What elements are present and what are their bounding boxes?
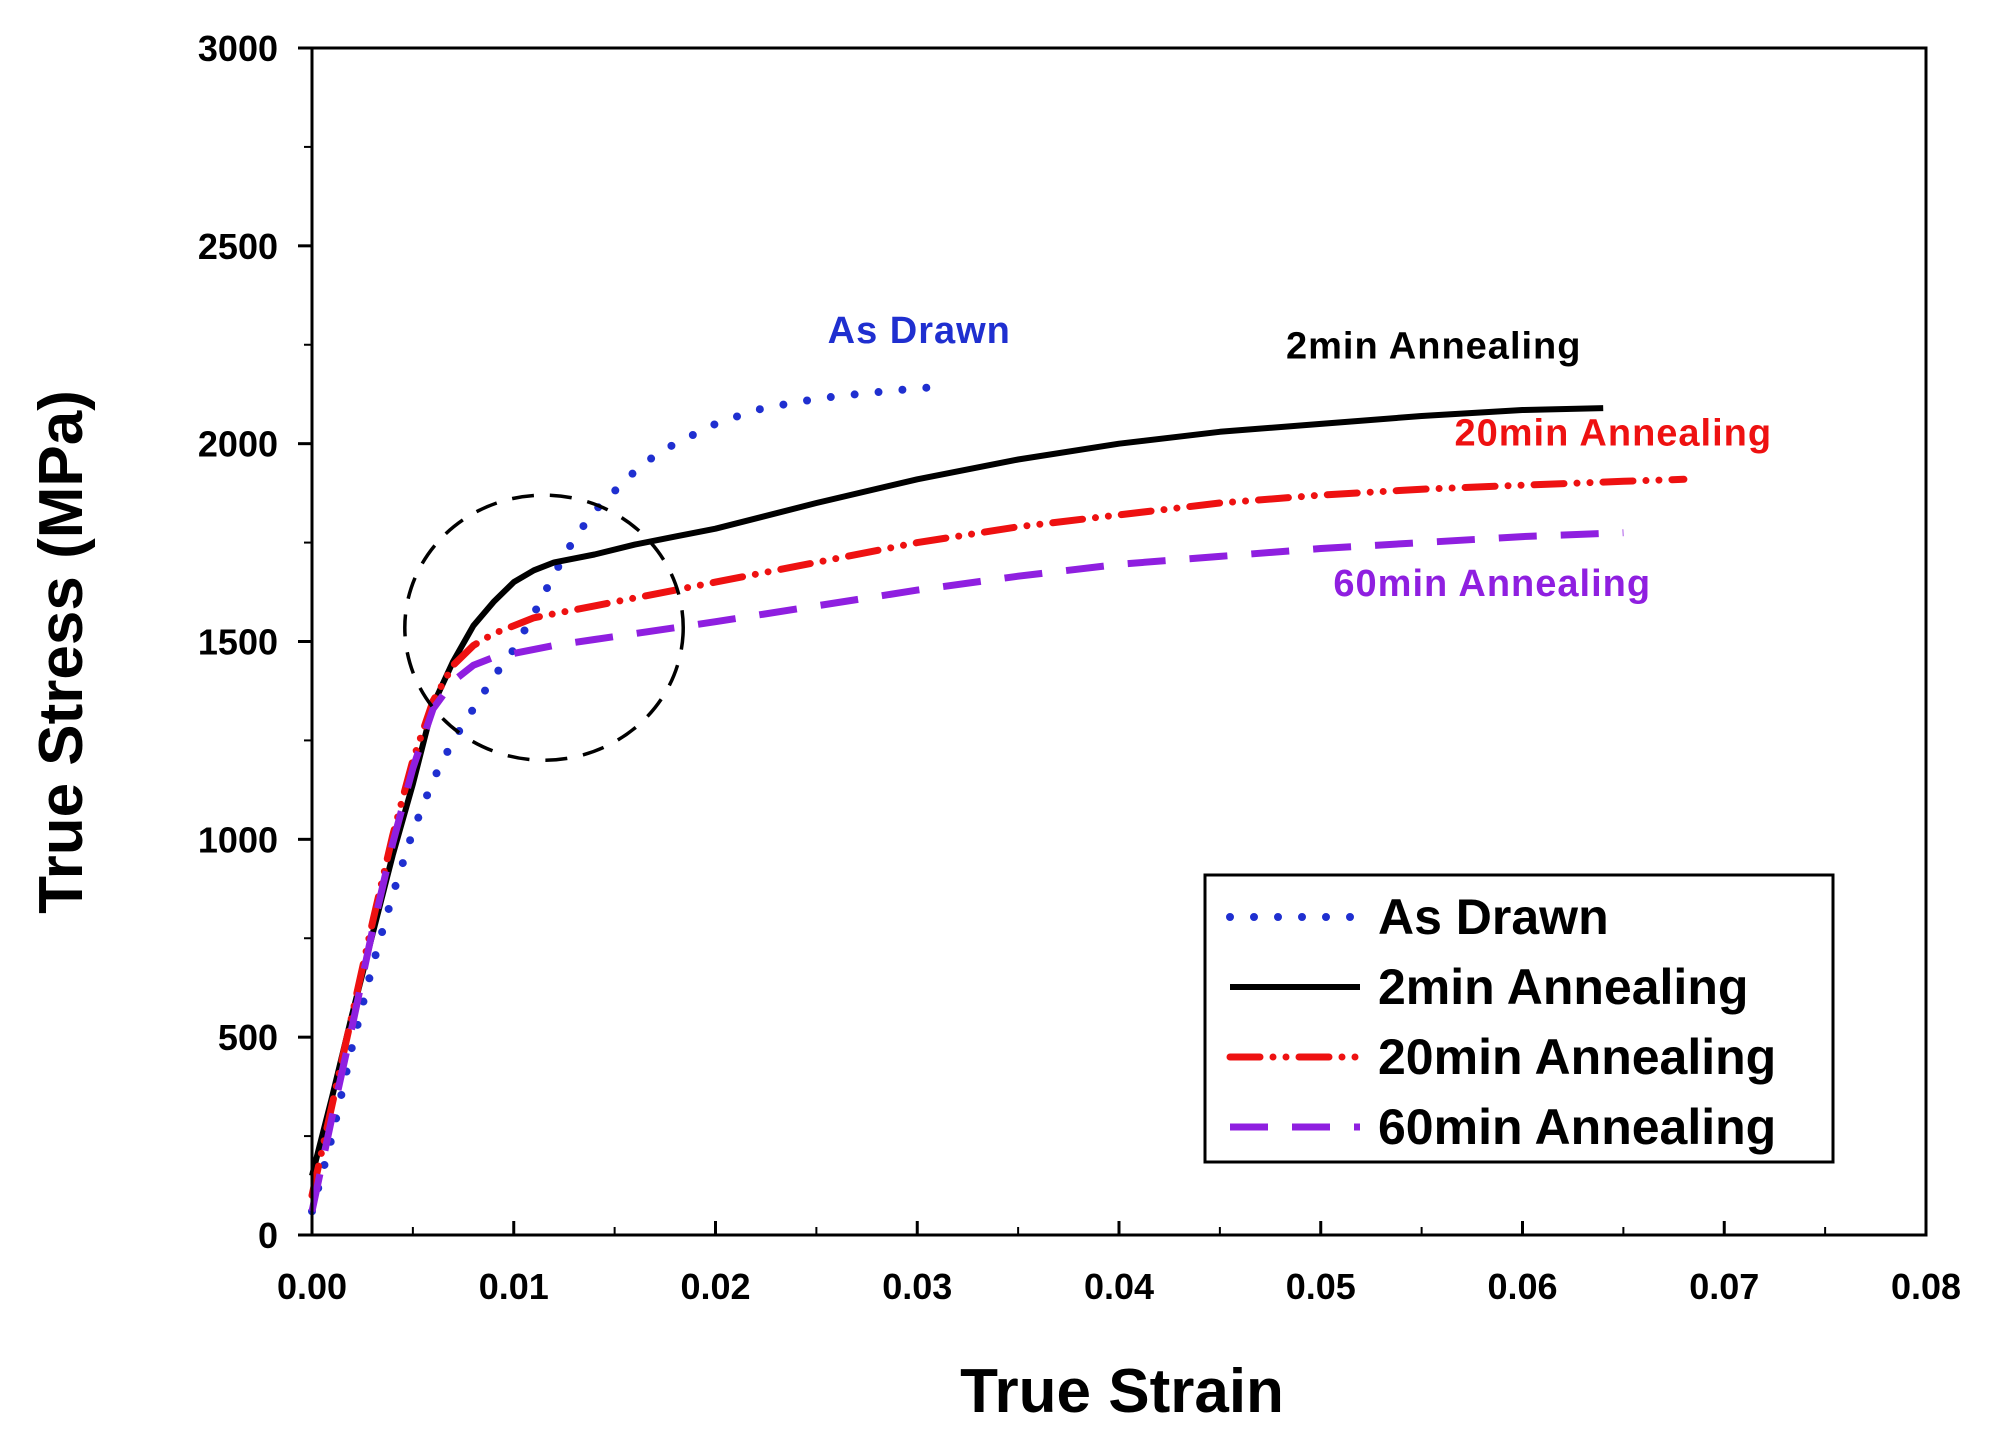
x-tick-label: 0.03 — [882, 1266, 952, 1307]
y-tick-label: 0 — [258, 1215, 278, 1256]
y-axis-label: True Stress (MPa) — [27, 390, 96, 914]
x-tick-label: 0.00 — [277, 1266, 347, 1307]
series-annotation: 20min Annealing — [1454, 413, 1772, 455]
series-annotation: 60min Annealing — [1333, 563, 1651, 605]
legend: As Drawn 2min Annealing 20min Annealing 60m… — [1203, 873, 1835, 1164]
y-tick-label: 2000 — [198, 424, 278, 465]
series-group — [308, 382, 1688, 1216]
series-annotation: As Drawn — [828, 310, 1011, 352]
y-tick-label: 1500 — [198, 622, 278, 663]
x-tick-label: 0.01 — [479, 1266, 549, 1307]
x-tick-label: 0.07 — [1689, 1266, 1759, 1307]
series-annotation: 2min Annealing — [1286, 326, 1582, 368]
highlight-ellipse — [403, 493, 685, 762]
x-tick-label: 0.06 — [1487, 1266, 1557, 1307]
axis-ticks: 0.00 0.01 0.02 0.03 0.04 0.05 0.06 0.07 0.08 0 500… — [198, 28, 1961, 1307]
y-tick-label: 2500 — [198, 226, 278, 267]
y-tick-label: 500 — [218, 1017, 278, 1058]
y-tick-label: 1000 — [198, 819, 278, 860]
x-tick-label: 0.02 — [680, 1266, 750, 1307]
legend-label: 60min Annealing — [1378, 1099, 1776, 1155]
legend-label: 20min Annealing — [1378, 1029, 1776, 1085]
legend-box — [1203, 873, 1835, 1164]
y-tick-label: 3000 — [198, 28, 278, 69]
annotations: As Drawn 2min Annealing 20min Annealing 60m… — [828, 310, 1772, 605]
plot-frame — [310, 46, 1928, 1237]
series-line-60min-annealing — [308, 529, 1624, 1213]
x-tick-label: 0.04 — [1084, 1266, 1154, 1307]
highlight-region — [403, 493, 685, 762]
legend-label: 2min Annealing — [1378, 959, 1748, 1015]
series-line-as-drawn — [308, 382, 952, 1216]
legend-label: As Drawn — [1378, 889, 1609, 945]
legend-items: As Drawn 2min Annealing 20min Annealing 60m… — [1226, 889, 1776, 1155]
series-line-20min-annealing — [308, 475, 1688, 1199]
x-tick-label: 0.05 — [1286, 1266, 1356, 1307]
x-axis-label: True Strain — [960, 1357, 1284, 1426]
x-tick-label: 0.08 — [1891, 1266, 1961, 1307]
